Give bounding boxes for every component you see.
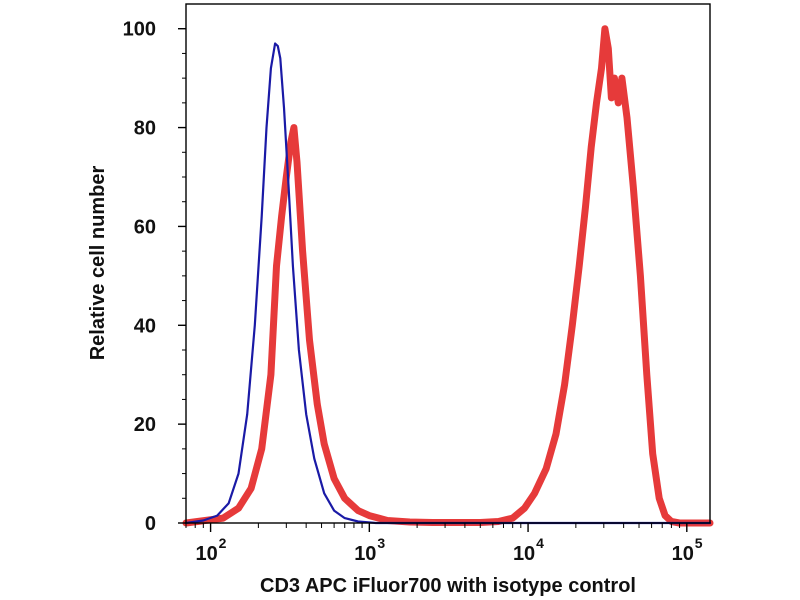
x-axis-title: CD3 APC iFluor700 with isotype control	[260, 575, 636, 597]
x-tick-label-1000: 10	[354, 543, 376, 565]
axes-layer	[185, 3, 711, 524]
x-tick-exponent-1000: 3	[377, 535, 385, 551]
y-axis-title: Relative cell number	[87, 166, 109, 361]
y-tick-label-60: 60	[134, 216, 156, 238]
x-tick-exponent-100: 2	[219, 535, 227, 551]
series-line-cd3-apc-ifluor700	[182, 25, 714, 527]
y-tick-label-80: 80	[134, 118, 156, 140]
y-tick-label-100: 100	[123, 19, 156, 41]
x-tick-exponent-10000: 4	[536, 535, 544, 551]
y-tick-label-20: 20	[134, 414, 156, 436]
y-tick-label-40: 40	[134, 315, 156, 337]
x-tick-label-100000: 10	[672, 543, 694, 565]
y-tick-label-0: 0	[145, 513, 156, 535]
x-tick-exponent-100000: 5	[695, 535, 703, 551]
x-tick-label-10000: 10	[513, 543, 535, 565]
plot-frame	[185, 3, 711, 524]
series-line-isotype-control	[184, 42, 712, 525]
x-tick-label-100: 10	[195, 543, 217, 565]
series-layer	[182, 25, 714, 527]
